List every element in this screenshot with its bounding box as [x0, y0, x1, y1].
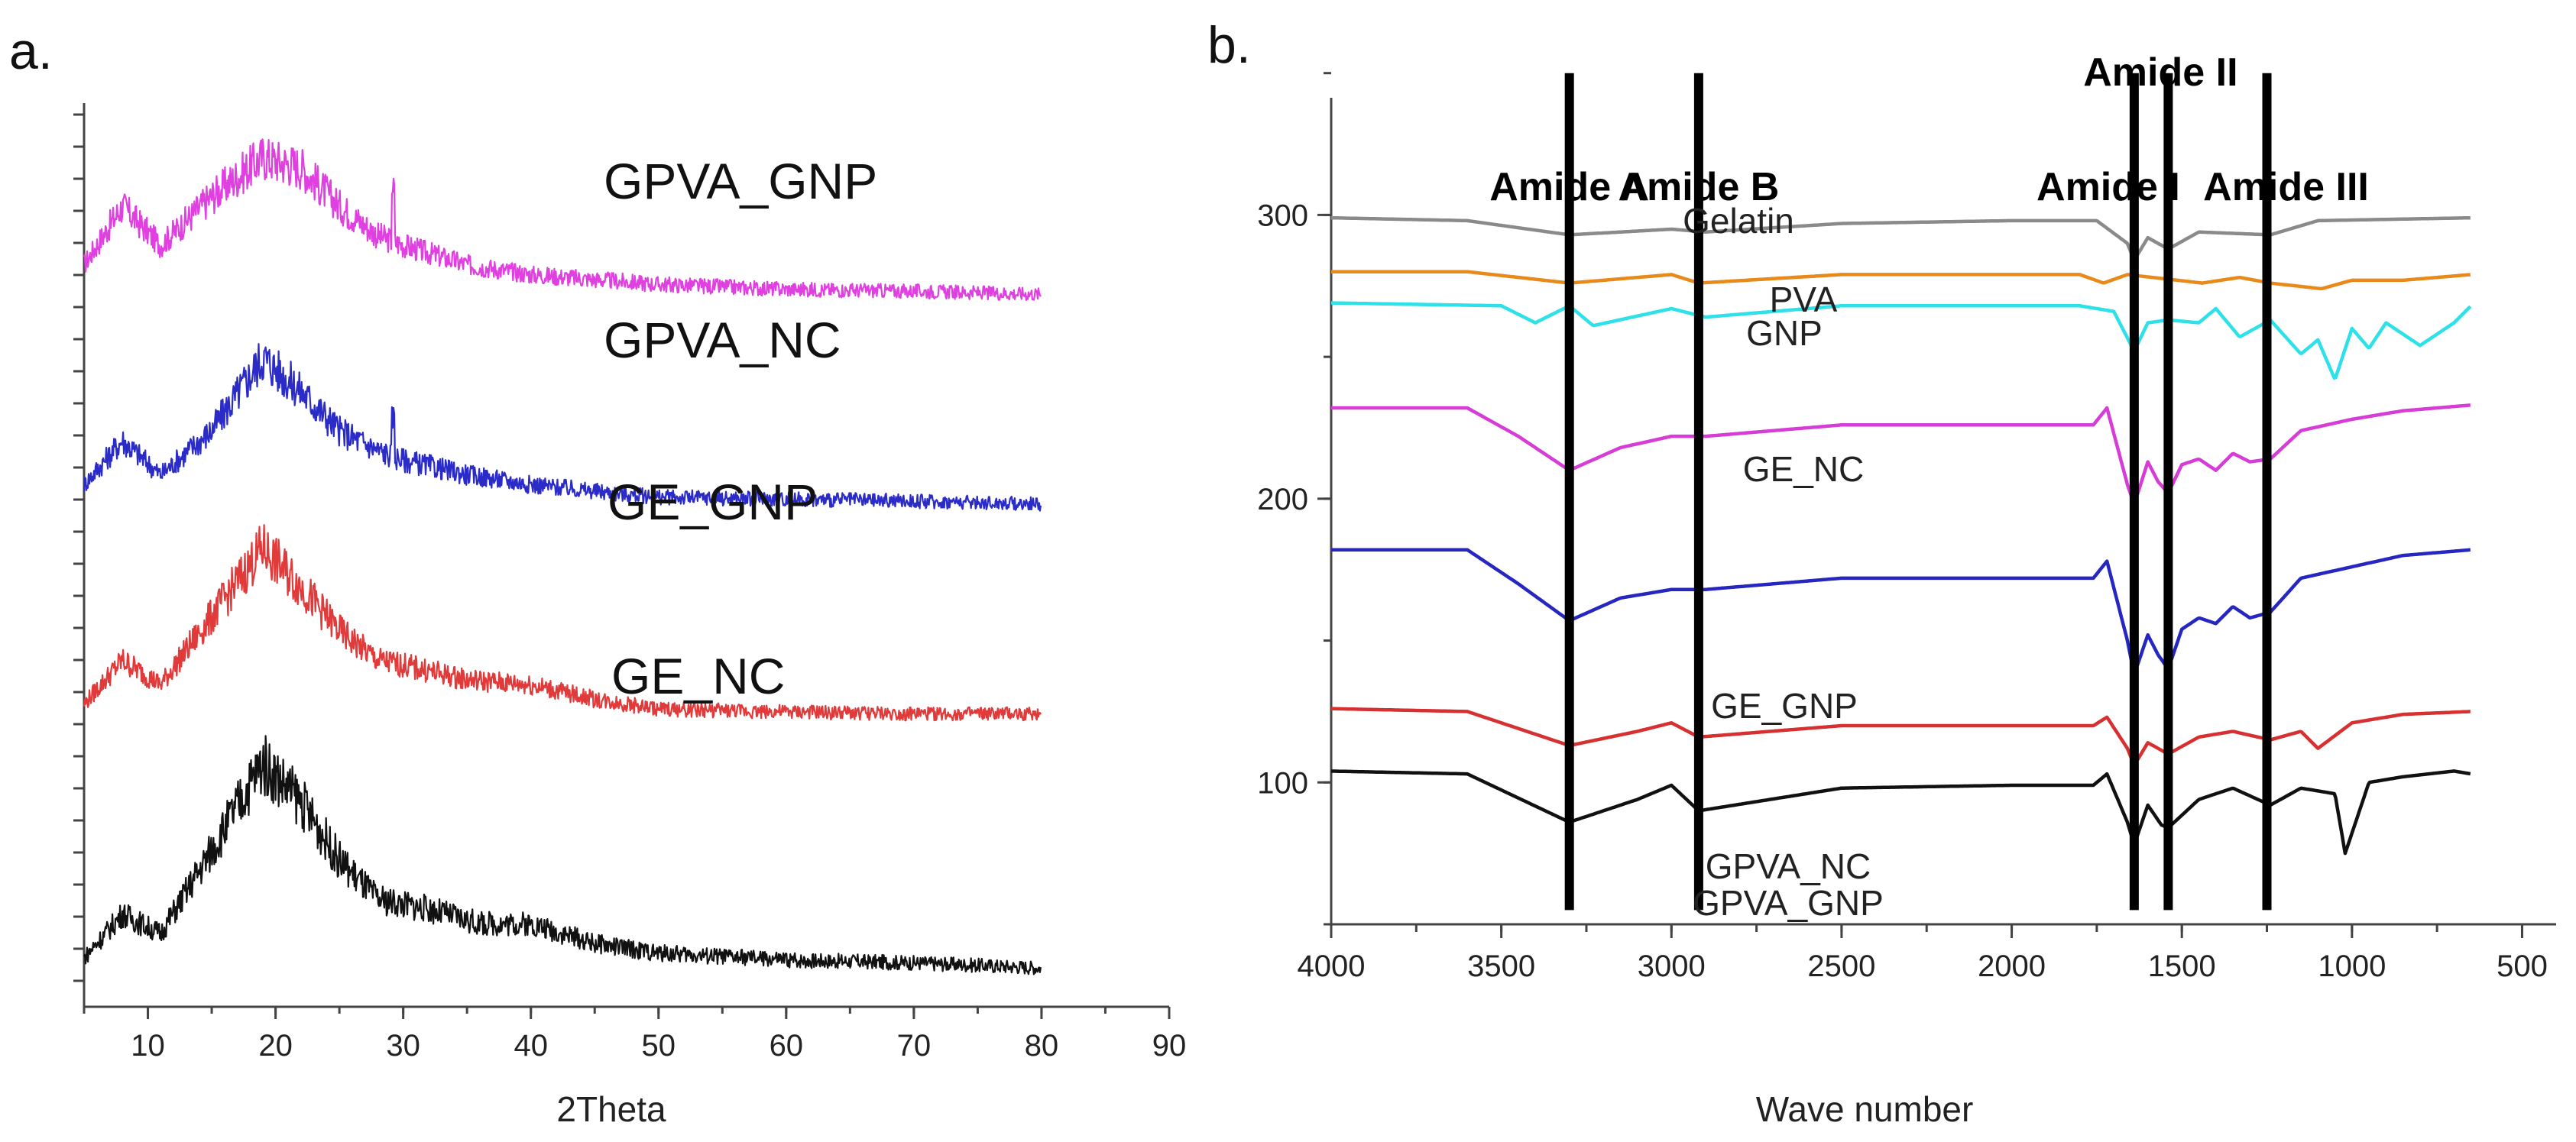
panel-b-x-axis-title: Wave number [1756, 1089, 1974, 1129]
panel-a-series-label: GE_GNP [608, 474, 818, 530]
panel-a-x-tick-label: 60 [770, 1029, 804, 1063]
panel-b-amide-label: Amide B [1618, 165, 1779, 209]
panel-a-series [83, 138, 1042, 975]
panel-b-series-line [1330, 215, 2471, 263]
panel-b-series-line [1330, 707, 2471, 768]
panel-b-x-tick-label: 1000 [2318, 950, 2386, 983]
panel-b-series-label: PVA [1770, 280, 1838, 319]
panel-a-series-line [83, 138, 1042, 302]
panel-b-series-label: GNP [1746, 313, 1823, 353]
panel-b-axes: 4000 3500 3000 2500 2000 1500 1000 500 100 200 300 [1257, 72, 2556, 983]
panel-b-x-tick-label: 3000 [1638, 950, 1706, 983]
panel-a-series-line [83, 524, 1042, 722]
panel-a-axes: 10 20 30 40 50 60 70 80 90 [73, 103, 1186, 1063]
panel-b-x-tick-label: 2500 [1807, 950, 1875, 983]
panel-b-x-tick-label: 2000 [1978, 950, 2046, 983]
panel-a-x-tick-label: 80 [1025, 1029, 1059, 1063]
panel-b-series-line [1330, 301, 2472, 380]
panel-b-amide-label: Amide A [1489, 165, 1649, 209]
panel-b-x-tick-label: 3500 [1467, 950, 1535, 983]
panel-a-x-tick-label: 90 [1152, 1029, 1187, 1063]
panel-b-amide-label: Amide II [2083, 50, 2237, 95]
panel-b-series-label: GE_NC [1743, 449, 1864, 489]
panel-a-x-tick-label: 40 [514, 1029, 548, 1063]
panel-b-series-label: GPVA_GNP [1693, 883, 1884, 923]
panel-b-series-label: GE_GNP [1711, 686, 1858, 726]
panel-a-label: a. [9, 22, 53, 80]
panel-b-series-line [1330, 403, 2471, 506]
panel-b-series-label: GPVA_NC [1706, 846, 1871, 886]
panel-b-series-line [1330, 548, 2471, 677]
panel-b-y-tick-label: 200 [1257, 483, 1308, 516]
panel-b-label: b. [1207, 16, 1251, 74]
panel-b-y-tick-label: 300 [1257, 199, 1308, 232]
panel-b-y-tick-label: 100 [1257, 766, 1308, 800]
panel-b-series [1330, 215, 2472, 856]
panel-b-x-tick-label: 4000 [1298, 950, 1366, 983]
panel-a-x-tick-label: 10 [131, 1029, 165, 1063]
panel-a-series-label: GPVA_GNP [604, 153, 877, 209]
panel-b-x-tick-label: 500 [2497, 950, 2548, 983]
panel-b-amide-label: Amide III [2203, 165, 2369, 209]
panel-b-ftir-chart: b. 4000 3500 3000 2500 2000 1500 1000 500 100 200… [1207, 16, 2556, 1129]
panel-b-amide-label: Amide I [2036, 165, 2180, 209]
panel-a-x-axis-title: 2Theta [556, 1089, 666, 1129]
panel-b-series-label: Gelatin [1683, 201, 1794, 241]
panel-a-series-line [83, 735, 1042, 975]
panel-a-x-tick-label: 20 [258, 1029, 293, 1063]
panel-a-x-tick-label: 50 [642, 1029, 676, 1063]
panel-a-series-line [83, 343, 1042, 512]
panel-a-series-labels: GPVA_GNP GPVA_NC GE_GNP GE_NC [604, 153, 877, 704]
panel-a-x-tick-label: 70 [897, 1029, 932, 1063]
panel-a-series-label: GPVA_NC [604, 312, 841, 368]
panel-a-series-label: GE_NC [611, 648, 785, 704]
panel-b-x-tick-label: 1500 [2148, 950, 2216, 983]
panel-a-xrd-chart: a. 10 20 30 40 50 60 70 80 90 GPVA_GNP GPVA_NC GE_… [9, 22, 1186, 1129]
panel-b-series-line [1330, 769, 2471, 856]
panel-b-series-line [1330, 270, 2471, 291]
panel-a-x-tick-label: 30 [386, 1029, 420, 1063]
